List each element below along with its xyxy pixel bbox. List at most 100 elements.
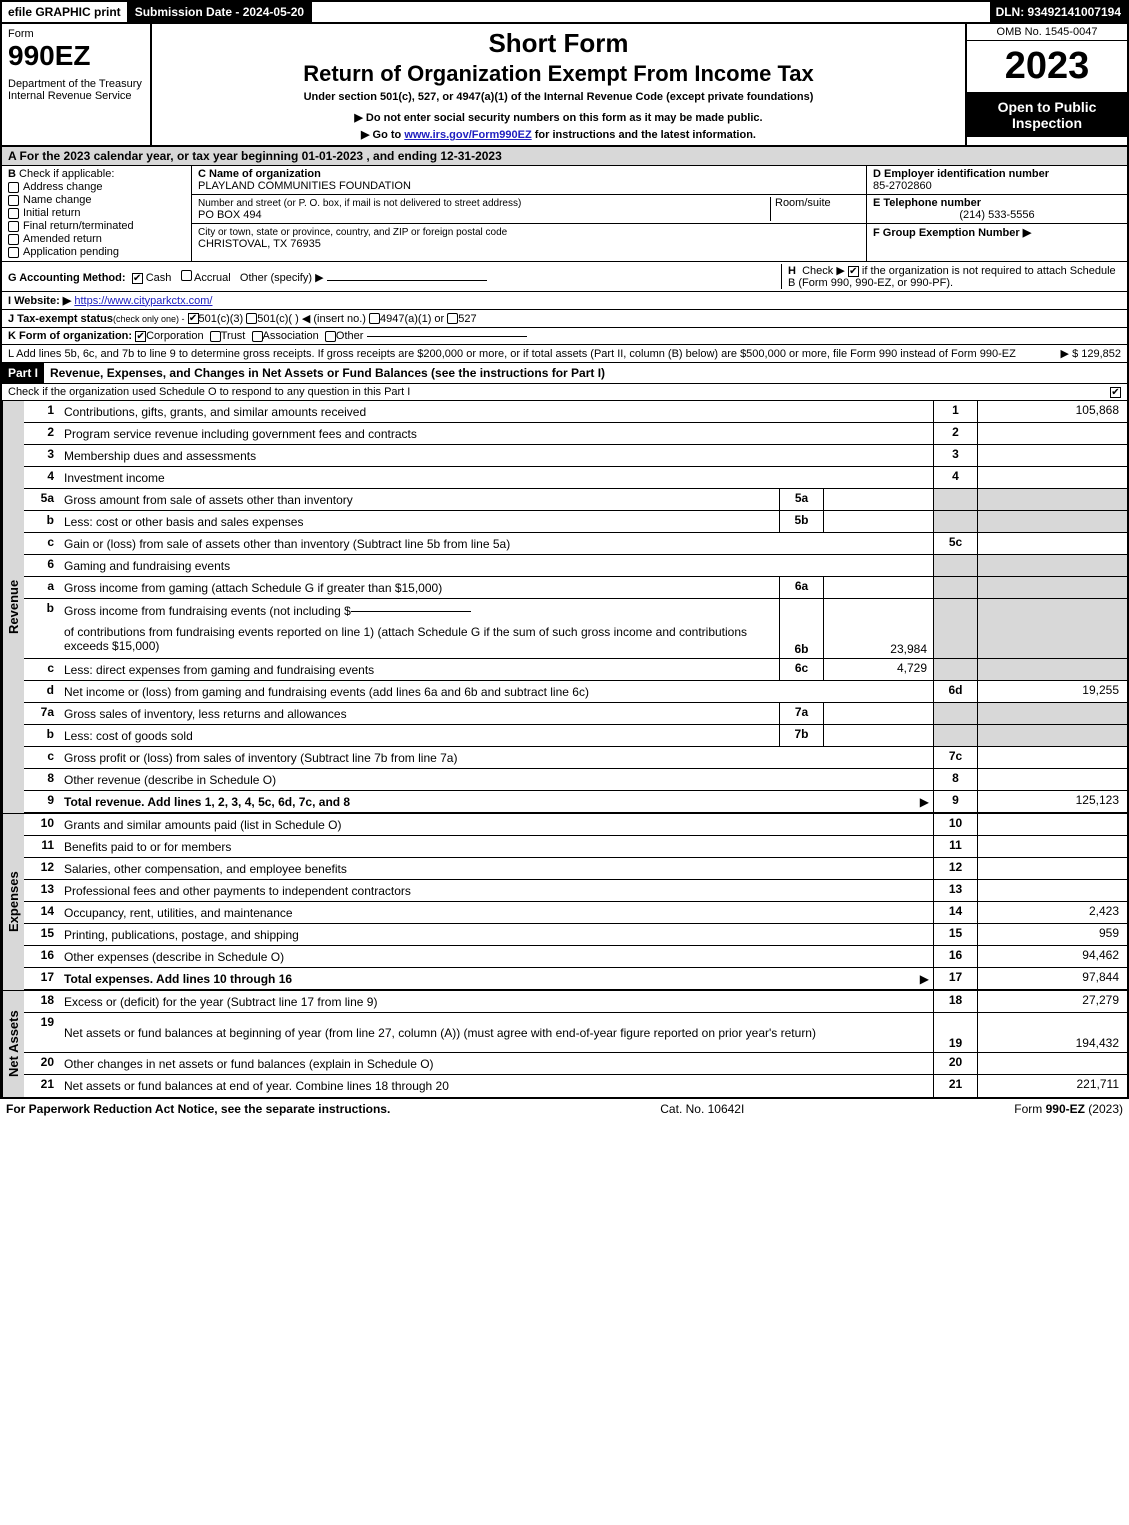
revenue-side-label: Revenue (2, 401, 24, 813)
irs-link[interactable]: www.irs.gov/Form990EZ (404, 129, 531, 141)
val-15: 959 (977, 924, 1127, 945)
paperwork-notice: For Paperwork Reduction Act Notice, see … (6, 1102, 390, 1116)
revenue-section: Revenue 1Contributions, gifts, grants, a… (2, 401, 1127, 813)
website-link[interactable]: https://www.cityparkctx.com/ (74, 295, 212, 307)
irs-label: Internal Revenue Service (8, 90, 144, 102)
part-i-check: Check if the organization used Schedule … (2, 384, 1127, 401)
dept-label: Department of the Treasury (8, 78, 144, 90)
part-i-header: Part I Revenue, Expenses, and Changes in… (2, 363, 1127, 384)
cb-name-change[interactable] (8, 195, 19, 206)
under-section: Under section 501(c), 527, or 4947(a)(1)… (160, 91, 957, 103)
part-i-title: Revenue, Expenses, and Changes in Net As… (44, 363, 611, 383)
val-21: 221,711 (977, 1075, 1127, 1097)
val-8 (977, 769, 1127, 790)
d-label: D Employer identification number (873, 168, 1049, 180)
val-5c (977, 533, 1127, 554)
val-12 (977, 858, 1127, 879)
org-info-grid: B Check if applicable: Address change Na… (2, 166, 1127, 262)
ssn-warning: ▶ Do not enter social security numbers o… (160, 111, 957, 124)
h-label: H (788, 265, 796, 277)
l-text: L Add lines 5b, 6c, and 7b to line 9 to … (8, 348, 1016, 360)
section-a: A For the 2023 calendar year, or tax yea… (2, 147, 1127, 166)
cb-other-org[interactable] (325, 331, 336, 342)
val-6d: 19,255 (977, 681, 1127, 702)
city-value: CHRISTOVAL, TX 76935 (198, 238, 321, 250)
e-label: E Telephone number (873, 197, 981, 209)
cb-cash[interactable] (132, 273, 143, 284)
cb-accrual[interactable] (181, 270, 192, 281)
form-number: 990EZ (8, 40, 144, 72)
val-6c: 4,729 (823, 659, 933, 680)
omb-number: OMB No. 1545-0047 (967, 24, 1127, 41)
val-18: 27,279 (977, 991, 1127, 1012)
val-4 (977, 467, 1127, 488)
street-label: Number and street (or P. O. box, if mail… (198, 198, 521, 209)
cb-initial-return[interactable] (8, 208, 19, 219)
form-footer: Form 990-EZ (2023) (1014, 1102, 1123, 1116)
cb-501c[interactable] (246, 313, 257, 324)
org-name: PLAYLAND COMMUNITIES FOUNDATION (198, 180, 411, 192)
row-k: K Form of organization: Corporation Trus… (2, 328, 1127, 345)
cat-number: Cat. No. 10642I (660, 1102, 744, 1116)
cb-501c3[interactable] (188, 313, 199, 324)
cb-trust[interactable] (210, 331, 221, 342)
cb-address-change[interactable] (8, 182, 19, 193)
room-suite-label: Room/suite (770, 197, 860, 221)
expenses-side-label: Expenses (2, 814, 24, 990)
val-13 (977, 880, 1127, 901)
g-label: G Accounting Method: (8, 272, 126, 284)
val-7c (977, 747, 1127, 768)
val-11 (977, 836, 1127, 857)
j-label: J Tax-exempt status (8, 313, 113, 325)
val-17: 97,844 (977, 968, 1127, 989)
dln: DLN: 93492141007194 (990, 2, 1127, 22)
f-label: F Group Exemption Number ▶ (873, 227, 1031, 239)
val-14: 2,423 (977, 902, 1127, 923)
page-footer: For Paperwork Reduction Act Notice, see … (0, 1099, 1129, 1119)
cb-corporation[interactable] (135, 331, 146, 342)
cb-schedule-b[interactable] (848, 266, 859, 277)
cb-final-return[interactable] (8, 221, 19, 232)
part-i-label: Part I (2, 363, 44, 383)
val-2 (977, 423, 1127, 444)
submission-date: Submission Date - 2024-05-20 (129, 2, 312, 22)
cb-association[interactable] (252, 331, 263, 342)
open-to-public: Open to Public Inspection (967, 93, 1127, 137)
net-assets-section: Net Assets 18Excess or (deficit) for the… (2, 990, 1127, 1097)
cb-amended-return[interactable] (8, 234, 19, 245)
short-form-title: Short Form (160, 28, 957, 59)
k-label: K Form of organization: (8, 330, 132, 342)
c-name-label: C Name of organization (198, 168, 321, 180)
val-6b: 23,984 (823, 599, 933, 658)
val-1: 105,868 (977, 401, 1127, 422)
val-10 (977, 814, 1127, 835)
val-20 (977, 1053, 1127, 1074)
l-amount: ▶ $ 129,852 (1061, 347, 1121, 360)
main-title: Return of Organization Exempt From Incom… (160, 61, 957, 87)
street-value: PO BOX 494 (198, 209, 262, 221)
cb-application-pending[interactable] (8, 247, 19, 258)
form-header: Form 990EZ Department of the Treasury In… (2, 24, 1127, 147)
i-label: I Website: ▶ (8, 294, 71, 307)
row-l: L Add lines 5b, 6c, and 7b to line 9 to … (2, 345, 1127, 363)
row-g-h: G Accounting Method: Cash Accrual Other … (2, 262, 1127, 292)
expenses-section: Expenses 10Grants and similar amounts pa… (2, 813, 1127, 990)
cb-schedule-o[interactable] (1110, 387, 1121, 398)
val-19: 194,432 (977, 1013, 1127, 1052)
row-j: J Tax-exempt status (check only one) - 5… (2, 310, 1127, 328)
val-9: 125,123 (977, 791, 1127, 812)
row-i: I Website: ▶ https://www.cityparkctx.com… (2, 292, 1127, 310)
top-bar: efile GRAPHIC print Submission Date - 20… (2, 2, 1127, 24)
form-990ez: efile GRAPHIC print Submission Date - 20… (0, 0, 1129, 1099)
val-3 (977, 445, 1127, 466)
city-label: City or town, state or province, country… (198, 227, 507, 238)
phone-value: (214) 533-5556 (873, 209, 1121, 221)
net-assets-side-label: Net Assets (2, 991, 24, 1097)
goto-link-row: ▶ Go to www.irs.gov/Form990EZ for instru… (160, 128, 957, 141)
cb-4947[interactable] (369, 313, 380, 324)
cb-527[interactable] (447, 313, 458, 324)
form-label: Form (8, 28, 144, 40)
efile-label: efile GRAPHIC print (2, 2, 129, 22)
ein-value: 85-2702860 (873, 180, 932, 192)
tax-year: 2023 (967, 41, 1127, 93)
